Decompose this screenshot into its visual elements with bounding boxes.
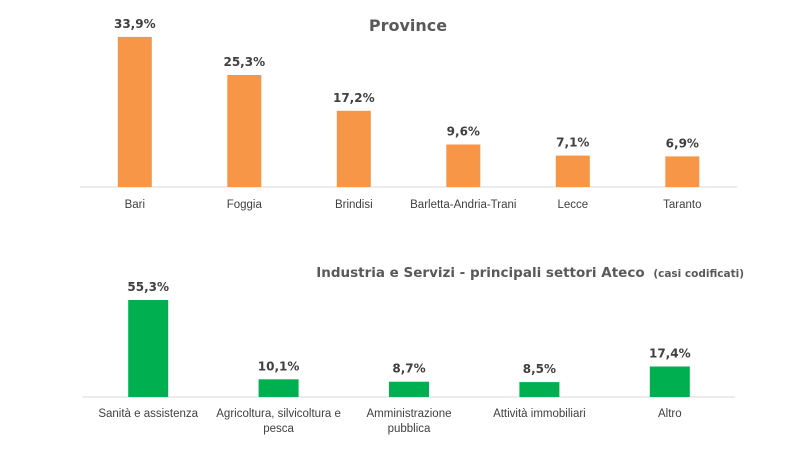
province-data-label-1: 25,3% — [223, 55, 265, 69]
ateco-data-label-0: 55,3% — [127, 280, 169, 294]
ateco-bar-4 — [649, 366, 690, 397]
province-data-label-4: 7,1% — [556, 136, 589, 150]
ateco-data-label-4: 17,4% — [649, 347, 691, 361]
province-category-label-1: Foggia — [227, 199, 263, 211]
ateco-category-label-0: Sanità e assistenza — [98, 408, 198, 420]
province-data-label-0: 33,9% — [114, 17, 156, 31]
ateco-category-label-2: Amministrazione pubblica — [367, 408, 452, 435]
ateco-bars: 55,3% Sanità e assistenza 10,1% Agricoltura… — [98, 280, 690, 435]
province-bar-0 — [117, 36, 152, 188]
province-bar-1 — [227, 75, 262, 187]
ateco-bar-3 — [519, 382, 560, 397]
province-bar-4 — [555, 155, 590, 187]
ateco-bar-1 — [258, 379, 299, 397]
province-chart-title: Province — [369, 16, 447, 35]
province-data-label-2: 17,2% — [333, 91, 375, 105]
ateco-category-label-1: Agricoltura, silvicoltura e pesca — [216, 408, 341, 435]
province-category-label-4: Lecce — [557, 199, 588, 211]
ateco-data-label-3: 8,5% — [523, 362, 556, 376]
province-category-label-3: Barletta-Andria-Trani — [410, 199, 516, 211]
ateco-chart: Industria e Servizi - principali settori… — [83, 265, 744, 435]
ateco-bar-2 — [389, 381, 429, 397]
province-data-label-3: 9,6% — [447, 125, 480, 139]
province-data-label-5: 6,9% — [666, 136, 699, 150]
ateco-chart-title-main: Industria e Servizi - principali settori… — [316, 265, 644, 281]
ateco-data-label-1: 10,1% — [258, 359, 300, 373]
province-chart: Province 33,9% Bari 25,3% Foggia 17,2% Brindi… — [80, 16, 737, 211]
ateco-category-label-4: Altro — [658, 408, 682, 420]
ateco-category-label-3: Attività immobiliari — [493, 408, 586, 420]
province-bar-5 — [665, 156, 700, 187]
province-bar-3 — [446, 144, 481, 187]
ateco-data-label-2: 8,7% — [392, 362, 425, 376]
ateco-bar-0 — [128, 300, 169, 397]
province-category-label-0: Bari — [125, 199, 145, 211]
ateco-chart-title: Industria e Servizi - principali settori… — [316, 265, 744, 281]
province-category-label-5: Taranto — [663, 199, 701, 211]
ateco-chart-title-note: (casi codificati) — [653, 268, 744, 280]
province-category-label-2: Brindisi — [335, 199, 373, 211]
province-bar-2 — [336, 110, 371, 187]
province-bars: 33,9% Bari 25,3% Foggia 17,2% Brindisi 9,6% Bar… — [114, 17, 701, 211]
